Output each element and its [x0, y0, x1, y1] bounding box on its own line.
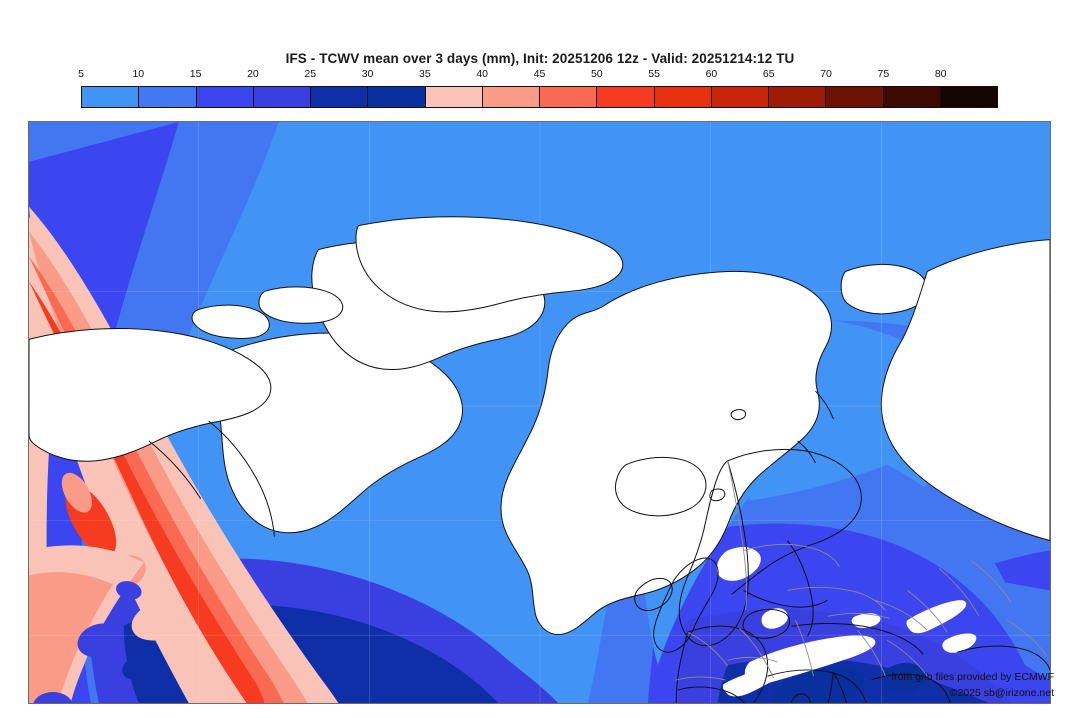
attribution-copyright: ©2025 sb@irizone.net: [949, 687, 1054, 699]
field-band-35-40-south: [29, 572, 113, 703]
graticule: [29, 122, 1050, 703]
colorbar-swatch-14: [883, 87, 941, 107]
land-arctic-islands-small-a: [258, 286, 344, 324]
colorbar-swatch-7: [482, 87, 540, 107]
colorbar-tick-30: 30: [361, 68, 374, 80]
land-svalbard: [840, 263, 929, 315]
colorbar-tick-75: 75: [877, 68, 890, 80]
colorbar-swatches: [81, 86, 998, 108]
attribution-source: from grib files provided by ECMWF: [891, 671, 1054, 683]
colorbar-tick-50: 50: [590, 68, 603, 80]
land-arctic-islands-north: [355, 216, 624, 313]
colorbar-swatch-10: [654, 87, 712, 107]
land-plateau-mask-c: [851, 613, 881, 629]
colorbar: [81, 86, 998, 108]
colorbar-swatch-6: [425, 87, 483, 107]
colorbar-swatch-12: [769, 87, 827, 107]
colorbar-tick-labels: 5 10 15 20 25 30 35 40 45 50 55 60 65 70 75 80: [78, 68, 998, 82]
map-panel[interactable]: [28, 121, 1051, 704]
page-title: IFS - TCWV mean over 3 days (mm), Init: …: [285, 51, 795, 66]
land-iceland: [614, 456, 707, 517]
colorbar-swatch-1: [139, 87, 197, 107]
land-russia-arctic: [880, 239, 1050, 542]
colorbar-tick-10: 10: [132, 68, 145, 80]
field-pocket-25-30-b: [122, 656, 152, 680]
land-arctic-islands-small-b: [191, 304, 270, 339]
colorbar-swatch-11: [711, 87, 769, 107]
land-jutland-mask: [761, 608, 788, 629]
colorbar-tick-25: 25: [304, 68, 317, 80]
country-borders: [675, 460, 1048, 681]
colorbar-tick-45: 45: [533, 68, 546, 80]
land-carpathians-mask-b: [942, 633, 977, 653]
land-canada-mainland: [29, 327, 272, 462]
colorbar-swatch-4: [311, 87, 369, 107]
colorbar-swatch-15: [940, 87, 997, 107]
colorbar-tick-55: 55: [648, 68, 660, 80]
field-pocket-30-35-ionian: [881, 662, 926, 694]
colorbar-swatch-0: [82, 87, 140, 107]
colorbar-tick-60: 60: [705, 68, 718, 80]
map-field: [29, 122, 1050, 703]
colorbar-swatch-13: [826, 87, 884, 107]
colorbar-tick-20: 20: [247, 68, 259, 80]
colorbar-tick-80: 80: [934, 68, 947, 80]
field-kernel-35-40-d: [61, 472, 93, 513]
colorbar-tick-40: 40: [476, 68, 489, 80]
field-pocket-25-30-c: [116, 581, 142, 600]
colorbar-tick-65: 65: [762, 68, 775, 80]
coastlines: [148, 390, 1050, 703]
field-pocket-25-30-a: [77, 623, 121, 657]
field-kernel-30-35-f: [131, 600, 190, 641]
colorbar-swatch-5: [368, 87, 426, 107]
land-scandes-mask: [716, 547, 761, 581]
colorbar-tick-5: 5: [78, 68, 84, 80]
land-pyrenees-mask: [722, 667, 781, 697]
colorbar-swatch-9: [597, 87, 655, 107]
colorbar-swatch-2: [196, 87, 254, 107]
colorbar-tick-15: 15: [189, 68, 202, 80]
colorbar-tick-70: 70: [820, 68, 832, 80]
field-pocket-25-30-d: [33, 692, 73, 703]
colorbar-swatch-3: [253, 87, 311, 107]
colorbar-tick-35: 35: [419, 68, 431, 80]
colorbar-swatch-8: [540, 87, 598, 107]
field-pocket-30-35-sicily: [771, 666, 864, 703]
